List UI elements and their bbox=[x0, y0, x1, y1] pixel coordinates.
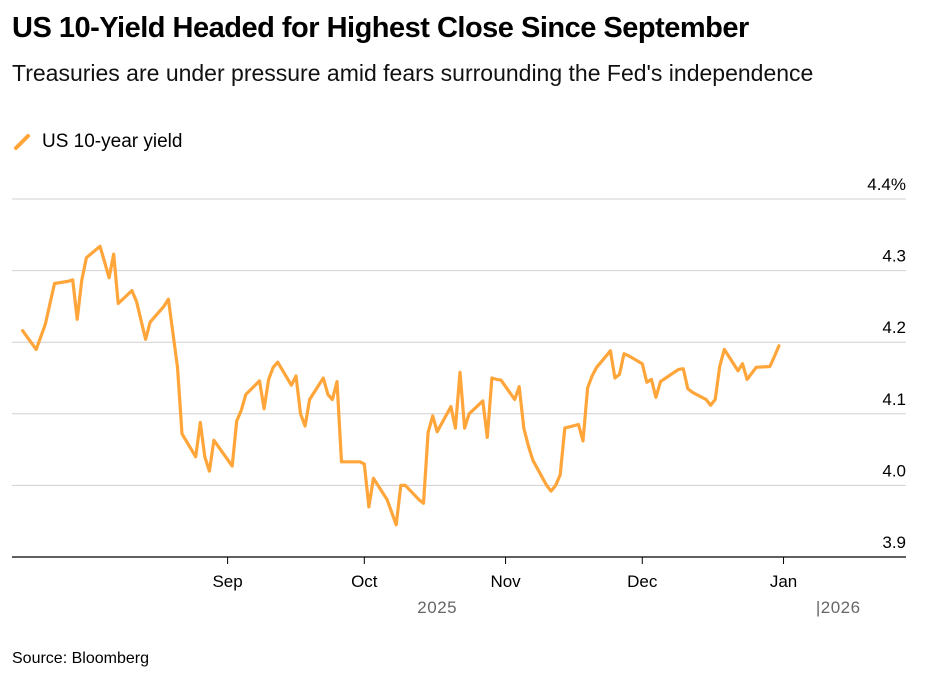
y-tick-label: 4.1 bbox=[882, 390, 906, 409]
y-tick-label: 3.9 bbox=[882, 533, 906, 552]
y-tick-label: 4.0 bbox=[882, 461, 906, 480]
x-tick-label: Dec bbox=[627, 572, 658, 591]
chart-title: US 10-Yield Headed for Highest Close Sin… bbox=[12, 12, 749, 44]
legend: US 10-year yield bbox=[12, 131, 182, 153]
grid-lines bbox=[12, 198, 906, 558]
y-tick-label: 4.2 bbox=[882, 318, 906, 337]
year-label: 2025 bbox=[417, 598, 457, 617]
series-line-us-10-year-yield bbox=[21, 244, 781, 527]
line-chart: 4.4% 4.3 4.2 4.1 4.0 3.9 Sep Oct Nov Dec Jan 2025 |… bbox=[12, 175, 906, 617]
x-tick-label: Jan bbox=[770, 572, 797, 591]
series-layer bbox=[21, 244, 781, 527]
x-tick-label: Oct bbox=[351, 572, 378, 591]
y-axis-ticks: 4.4% 4.3 4.2 4.1 4.0 3.9 bbox=[867, 175, 906, 552]
y-tick-label: 4.4% bbox=[867, 175, 906, 194]
x-tick-label: Sep bbox=[212, 572, 242, 591]
year-label: |2026 bbox=[816, 598, 861, 617]
source-note: Source: Bloomberg bbox=[12, 650, 149, 667]
x-axis-ticks: Sep Oct Nov Dec Jan 2025 |2026 bbox=[212, 557, 860, 617]
y-tick-label: 4.3 bbox=[882, 247, 906, 266]
chart-subtitle: Treasuries are under pressure amid fears… bbox=[12, 60, 814, 86]
legend-label: US 10-year yield bbox=[42, 131, 183, 152]
x-tick-label: Nov bbox=[490, 572, 521, 591]
legend-line-icon bbox=[14, 134, 30, 150]
